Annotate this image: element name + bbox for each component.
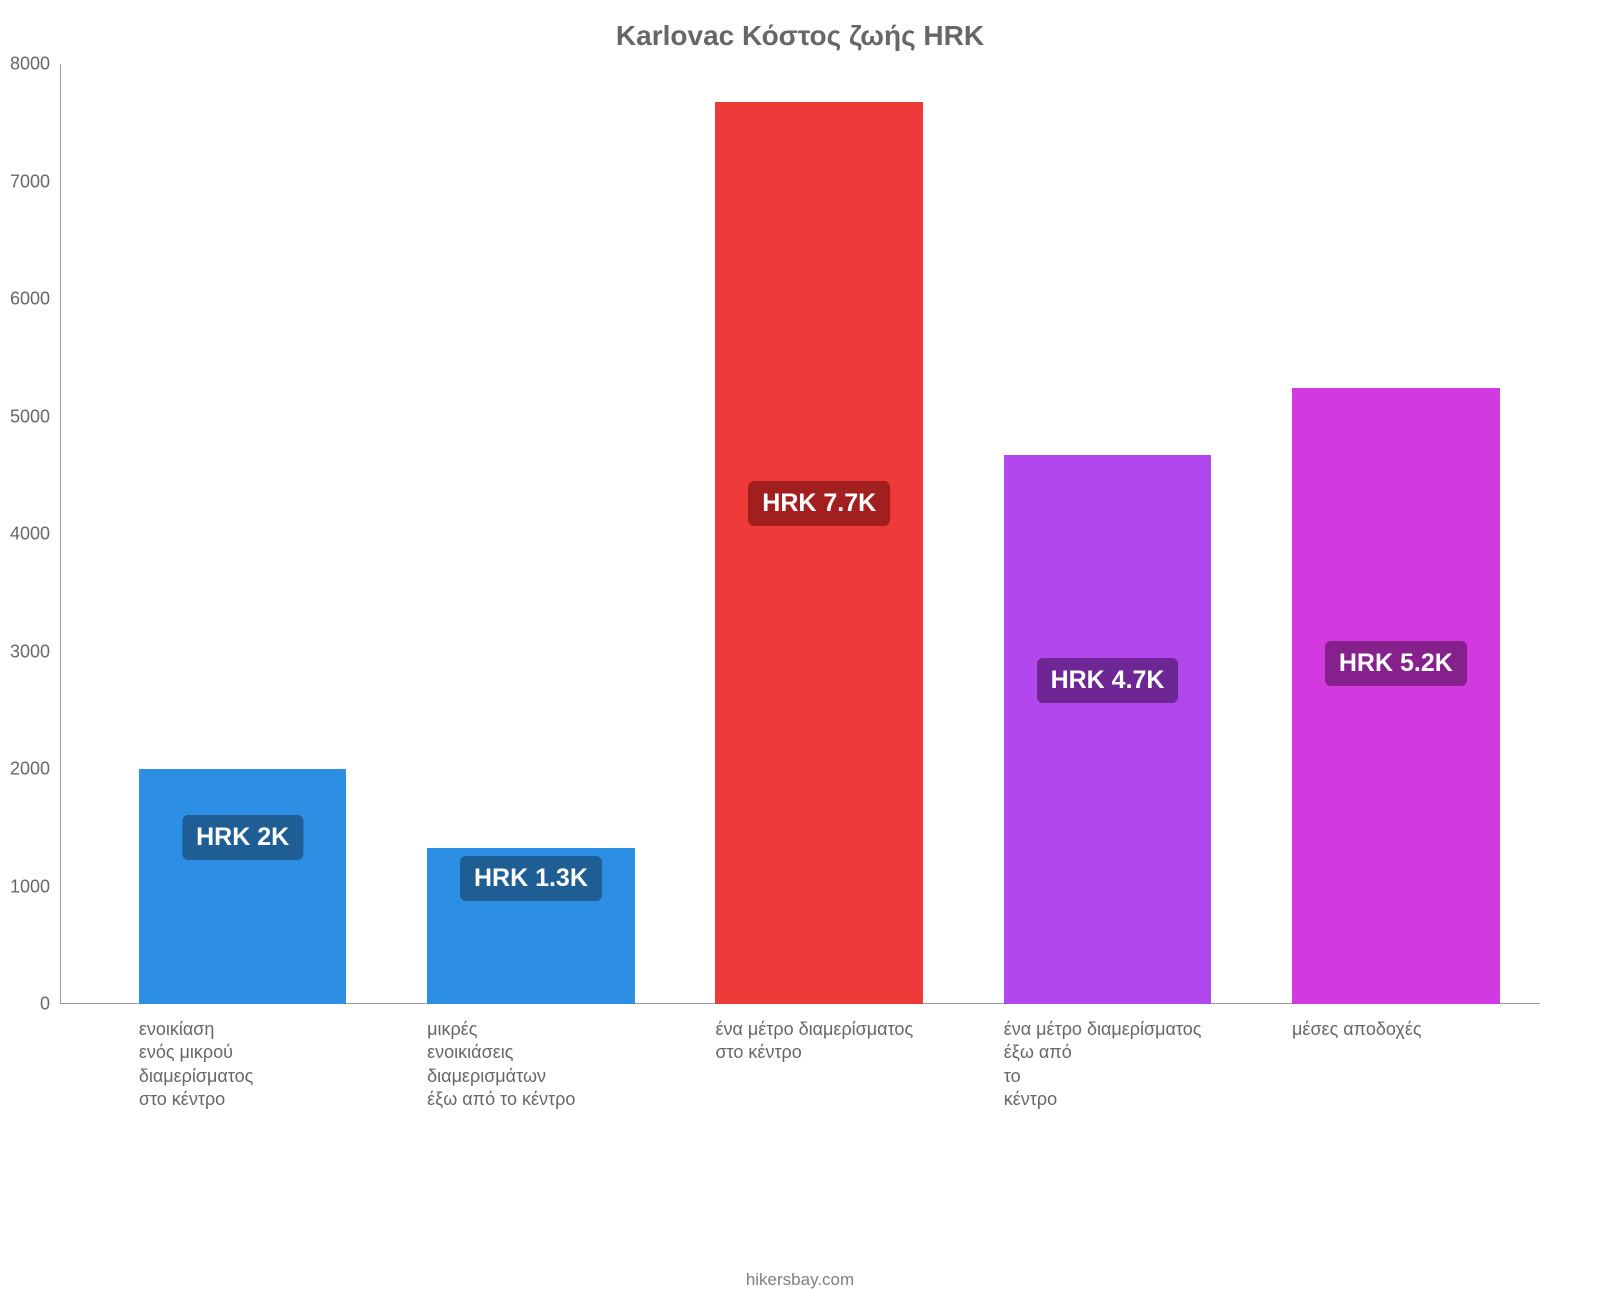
chart-footer: hikersbay.com: [60, 1270, 1540, 1290]
x-tick-label: ένα μέτρο διαμερίσματοςστο κέντρο: [715, 1018, 1018, 1065]
value-badge: HRK 2K: [182, 815, 303, 860]
bar: [1004, 455, 1212, 1004]
chart-container: Karlovac Κόστος ζωής HRK 010002000300040…: [60, 20, 1540, 1140]
value-badge: HRK 4.7K: [1037, 658, 1179, 703]
y-axis-line: [60, 64, 61, 1004]
y-tick-label: 8000: [10, 54, 50, 75]
value-badge: HRK 5.2K: [1325, 641, 1467, 686]
x-tick-label: ένα μέτρο διαμερίσματοςέξω απότοκέντρο: [1004, 1018, 1307, 1112]
plot-area: 010002000300040005000600070008000HRK 2KH…: [60, 64, 1540, 1004]
bar: [715, 102, 923, 1004]
value-badge: HRK 1.3K: [460, 856, 602, 901]
x-tick-label: μικρέςενοικιάσειςδιαμερισμάτωνέξω από το…: [427, 1018, 730, 1112]
x-tick-label: ενοικίασηενός μικρούδιαμερίσματοςστο κέν…: [139, 1018, 442, 1112]
y-tick-label: 4000: [10, 524, 50, 545]
y-tick-label: 2000: [10, 759, 50, 780]
chart-title: Karlovac Κόστος ζωής HRK: [60, 20, 1540, 52]
y-tick-label: 6000: [10, 289, 50, 310]
y-tick-label: 1000: [10, 876, 50, 897]
x-tick-label: μέσες αποδοχές: [1292, 1018, 1595, 1041]
y-tick-label: 7000: [10, 171, 50, 192]
bar: [1292, 388, 1500, 1004]
bar: [139, 769, 347, 1004]
y-tick-label: 0: [40, 994, 50, 1015]
value-badge: HRK 7.7K: [748, 481, 890, 526]
y-tick-label: 5000: [10, 406, 50, 427]
y-tick-label: 3000: [10, 641, 50, 662]
